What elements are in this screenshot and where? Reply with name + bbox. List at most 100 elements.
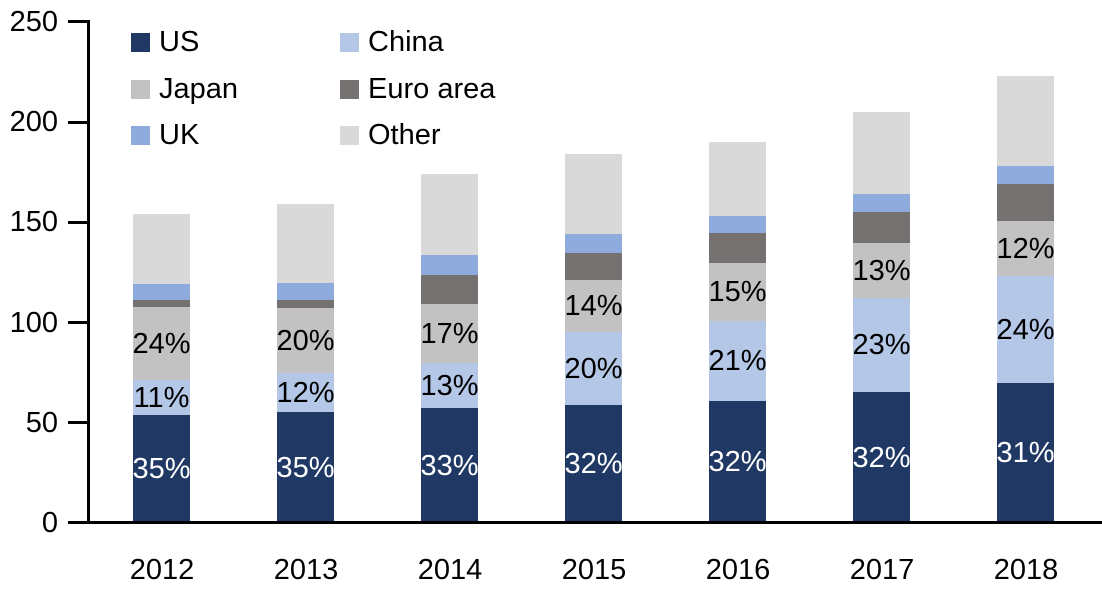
legend-swatch-uk xyxy=(131,126,150,145)
bar-2014-segment-euro-area xyxy=(421,275,478,304)
y-axis-label-150: 150 xyxy=(9,206,58,238)
bar-2017-label-us: 32% xyxy=(852,442,911,474)
x-axis-label-2012: 2012 xyxy=(129,554,195,586)
bar-2015-segment-euro-area xyxy=(565,253,622,280)
bar-2018-label-japan: 12% xyxy=(996,233,1055,265)
y-axis-label-200: 200 xyxy=(9,106,58,138)
bar-2014-segment-china xyxy=(421,363,478,408)
x-axis-label-2014: 2014 xyxy=(417,554,483,586)
bar-2012-segment-euro-area xyxy=(133,300,190,307)
bar-2013-segment-us xyxy=(277,412,334,523)
bar-2017-segment-japan xyxy=(853,243,910,298)
bar-2018-label-china: 24% xyxy=(996,314,1055,346)
bar-2016-label-us: 32% xyxy=(708,446,767,478)
bar-2012-segment-us xyxy=(133,415,190,523)
bar-2017-segment-us xyxy=(853,392,910,523)
legend-label-japan: Japan xyxy=(159,73,239,105)
bar-2012-label-china: 11% xyxy=(133,382,190,414)
x-axis-label-2018: 2018 xyxy=(993,554,1059,586)
bar-2018-label-us: 31% xyxy=(996,437,1055,469)
bar-2016-label-china: 21% xyxy=(708,345,767,377)
bar-2014-label-japan: 17% xyxy=(420,318,479,350)
legend-label-other: Other xyxy=(368,119,441,151)
legend-label-us: US xyxy=(159,26,200,58)
bar-2016-segment-us xyxy=(709,401,766,523)
bar-2016-label-japan: 15% xyxy=(708,276,767,308)
y-axis-tick xyxy=(68,221,88,224)
bar-2015-label-china: 20% xyxy=(564,353,623,385)
bar-2018-segment-us xyxy=(997,383,1054,523)
bar-2017-segment-uk xyxy=(853,194,910,212)
bar-2018-segment-euro-area xyxy=(997,184,1054,221)
bar-2014-segment-japan xyxy=(421,304,478,363)
y-axis-tick xyxy=(68,521,88,524)
bar-2015-label-japan: 14% xyxy=(564,290,623,322)
bar-2016-segment-china xyxy=(709,321,766,401)
bar-2018-segment-uk xyxy=(997,166,1054,184)
legend-item-japan: Japan xyxy=(131,73,238,106)
legend-item-china: China xyxy=(340,26,444,59)
bar-2015-segment-japan xyxy=(565,280,622,332)
bar-2016-segment-other xyxy=(709,142,766,216)
bar-2018-segment-japan xyxy=(997,221,1054,276)
y-axis-tick xyxy=(68,20,88,23)
bar-2013-label-japan: 20% xyxy=(276,325,335,357)
bar-2014-segment-other xyxy=(421,174,478,255)
bar-2016-segment-euro-area xyxy=(709,233,766,263)
x-axis-line xyxy=(87,521,1102,524)
bar-2013-segment-euro-area xyxy=(277,300,334,308)
legend-swatch-china xyxy=(340,33,359,52)
bar-2013-segment-japan xyxy=(277,308,334,373)
bar-2016-segment-japan xyxy=(709,263,766,321)
bar-2014-segment-us xyxy=(421,408,478,523)
legend-item-other: Other xyxy=(340,119,441,152)
y-axis-label-0: 0 xyxy=(41,507,58,539)
legend-item-euro-area: Euro area xyxy=(340,73,495,106)
bar-2013-label-us: 35% xyxy=(276,452,335,484)
bar-2014-segment-uk xyxy=(421,255,478,275)
x-axis-label-2013: 2013 xyxy=(273,554,339,586)
bar-2015-segment-uk xyxy=(565,234,622,253)
y-axis-tick xyxy=(68,321,88,324)
bar-2017-label-japan: 13% xyxy=(852,255,911,287)
bar-2017-segment-euro-area xyxy=(853,212,910,243)
bar-2017-segment-other xyxy=(853,112,910,194)
bar-2018-segment-china xyxy=(997,276,1054,383)
bar-2015-segment-us xyxy=(565,405,622,523)
legend-item-us: US xyxy=(131,26,199,59)
bar-2013-label-china: 12% xyxy=(276,377,335,409)
legend-swatch-euro-area xyxy=(340,80,359,99)
x-axis-label-2015: 2015 xyxy=(561,554,627,586)
legend-swatch-us xyxy=(131,33,150,52)
bar-2015-segment-china xyxy=(565,332,622,405)
legend-item-uk: UK xyxy=(131,119,199,152)
legend-label-euro-area: Euro area xyxy=(368,73,496,105)
bar-2015-label-us: 32% xyxy=(564,448,623,480)
bar-2012-segment-china xyxy=(133,380,190,415)
bar-2012-label-us: 35% xyxy=(132,453,191,485)
bar-2015-segment-other xyxy=(565,154,622,234)
legend-swatch-japan xyxy=(131,80,150,99)
y-axis-line xyxy=(87,20,90,524)
bar-2017-segment-china xyxy=(853,298,910,392)
bar-2014-label-us: 33% xyxy=(420,450,479,482)
bar-2012-segment-other xyxy=(133,214,190,284)
legend-label-china: China xyxy=(368,26,444,58)
y-axis-label-100: 100 xyxy=(9,307,58,339)
bar-2012-segment-uk xyxy=(133,284,190,300)
bar-2017-label-china: 23% xyxy=(852,329,911,361)
bar-2013-segment-china xyxy=(277,373,334,412)
y-axis-label-50: 50 xyxy=(25,407,58,439)
bar-2018-segment-other xyxy=(997,76,1054,166)
bar-2016-segment-uk xyxy=(709,216,766,233)
bar-2012-segment-japan xyxy=(133,307,190,380)
legend-label-uk: UK xyxy=(159,119,200,151)
x-axis-label-2016: 2016 xyxy=(705,554,771,586)
bar-2013-segment-uk xyxy=(277,283,334,300)
legend-swatch-other xyxy=(340,126,359,145)
x-axis-label-2017: 2017 xyxy=(849,554,915,586)
bar-2013-segment-other xyxy=(277,204,334,283)
y-axis-tick xyxy=(68,421,88,424)
y-axis-label-250: 250 xyxy=(9,6,58,38)
